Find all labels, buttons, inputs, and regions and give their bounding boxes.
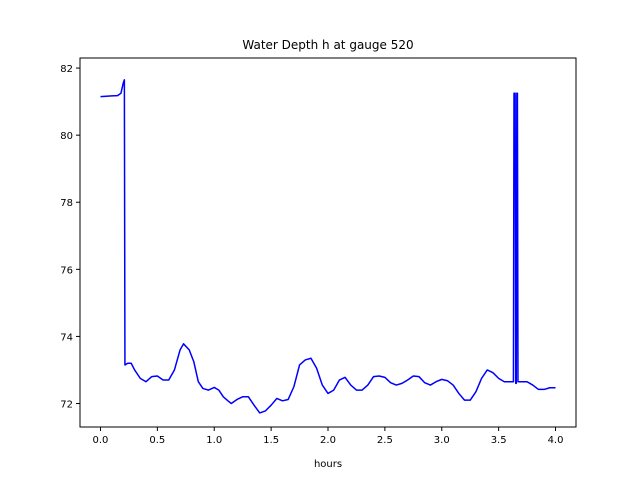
x-tick-label: 0.0 — [93, 435, 109, 446]
x-axis-label: hours — [314, 459, 342, 470]
y-axis: 72 74 76 78 80 82 — [60, 64, 80, 411]
series-line-0 — [100, 79, 556, 414]
x-tick-label: 0.5 — [149, 435, 165, 446]
x-tick-label: 1.0 — [206, 435, 222, 446]
y-tick-label: 72 — [60, 400, 73, 411]
x-tick-label: 2.5 — [377, 435, 393, 446]
plot-area — [100, 79, 556, 414]
x-tick-label: 3.0 — [434, 435, 450, 446]
x-tick-label: 3.5 — [491, 435, 507, 446]
x-axis: 0.0 0.5 1.0 1.5 2.0 2.5 3.0 3.5 4.0 — [93, 427, 564, 446]
chart-title: Water Depth h at gauge 520 — [242, 38, 413, 52]
x-tick-label: 1.5 — [263, 435, 279, 446]
plot-frame — [79, 57, 577, 428]
y-tick-label: 76 — [60, 265, 73, 276]
x-tick-label: 4.0 — [548, 435, 564, 446]
y-tick-label: 78 — [60, 198, 73, 209]
y-tick-label: 74 — [60, 332, 73, 343]
y-tick-label: 80 — [60, 131, 73, 142]
x-tick-label: 2.0 — [320, 435, 336, 446]
y-tick-label: 82 — [60, 64, 73, 75]
